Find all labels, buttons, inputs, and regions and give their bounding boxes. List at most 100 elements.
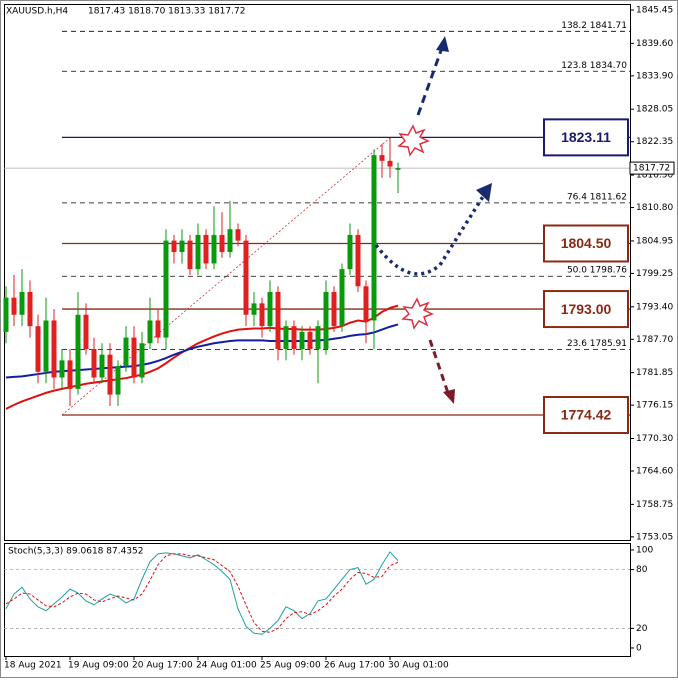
stoch-line xyxy=(5,551,399,635)
stoch-line xyxy=(5,553,399,633)
y-tick-label: 1822.35 xyxy=(636,137,673,147)
candle-body xyxy=(243,240,249,315)
fib-value: 1798.76 xyxy=(590,266,627,276)
candle-body xyxy=(307,331,313,349)
candle-body xyxy=(51,320,57,378)
level-box xyxy=(543,396,629,435)
level-label: 1793.00 xyxy=(561,301,612,317)
candle-body xyxy=(11,297,17,315)
chart-title: XAUUSD.h,H4 xyxy=(6,7,68,17)
header-values: 1817.43 1818.70 1813.33 1817.72 xyxy=(88,7,245,17)
candle-body xyxy=(219,234,225,253)
candle-body xyxy=(19,291,25,315)
y-tick-label: 1753.05 xyxy=(636,532,673,542)
x-tick-label: 18 Aug 2021 xyxy=(4,661,62,671)
y-tick-label: 1804.95 xyxy=(636,236,673,246)
y-tick-label: 1793.40 xyxy=(636,302,673,312)
y-tick-label: 1799.25 xyxy=(636,269,673,279)
y-tick-label: 1810.80 xyxy=(636,203,673,213)
stoch-panel xyxy=(4,543,631,657)
trend-line xyxy=(61,137,391,416)
candle-body xyxy=(235,229,241,241)
candle-body xyxy=(291,326,297,349)
y-tick-label: 1845.45 xyxy=(636,5,673,15)
candle-body xyxy=(67,360,73,389)
candle-body xyxy=(299,331,305,349)
candle-body xyxy=(3,297,9,332)
candle-body xyxy=(339,269,345,327)
arrow-curve xyxy=(374,194,486,276)
fib-value: 1841.71 xyxy=(590,21,627,31)
candle-body xyxy=(355,234,361,287)
x-tick-label: 24 Aug 01:00 xyxy=(196,661,257,671)
candle-body xyxy=(371,155,377,321)
stoch-title: Stoch(5,3,3) 89.0618 87.4352 xyxy=(8,547,143,557)
y-tick-label: 1781.85 xyxy=(636,368,673,378)
level-box xyxy=(543,290,629,329)
fib-ratio: 138.2 xyxy=(561,21,587,31)
x-tick-label: 26 Aug 17:00 xyxy=(324,661,385,671)
level-label: 1774.42 xyxy=(561,407,612,423)
candle-body xyxy=(275,291,281,349)
fib-ratio: 50.0 xyxy=(567,266,587,276)
y-tick-label: 1758.75 xyxy=(636,500,673,510)
candle-body xyxy=(259,303,265,327)
y-tick-label: 1764.60 xyxy=(636,467,673,477)
candle-body xyxy=(323,291,329,349)
x-tick-label: 30 Aug 01:00 xyxy=(388,661,449,671)
candle-body xyxy=(163,240,169,338)
arrowhead xyxy=(436,36,449,52)
x-tick-label: 25 Aug 09:00 xyxy=(260,661,321,671)
y-tick-label: 1833.90 xyxy=(636,71,673,81)
arrow-down xyxy=(428,339,450,394)
candle-body xyxy=(131,337,137,378)
y-tick-label: 1839.60 xyxy=(636,39,673,49)
y-tick-label: 1816.50 xyxy=(636,171,673,181)
candle-body xyxy=(347,234,353,270)
candle-body xyxy=(43,320,49,372)
level-label: 1823.11 xyxy=(561,129,611,145)
candle-body xyxy=(171,240,177,253)
y-tick-label: 1828.05 xyxy=(636,105,673,115)
candle-body xyxy=(147,320,153,344)
fib-value: 1785.91 xyxy=(590,339,627,349)
fib-ratio: 123.8 xyxy=(561,61,587,71)
burst xyxy=(401,297,434,330)
y-tick-label: 1776.15 xyxy=(636,401,673,411)
burst xyxy=(397,124,430,157)
stoch-tick-label: 100 xyxy=(636,545,653,555)
fib-value: 1834.70 xyxy=(590,61,627,71)
candle-body xyxy=(179,240,185,253)
candle-body xyxy=(331,291,337,327)
candle-body xyxy=(35,326,41,372)
candle-body xyxy=(59,360,65,378)
candle-body xyxy=(251,303,257,315)
fib-ratio: 76.4 xyxy=(567,192,587,202)
stoch-tick-label: 20 xyxy=(636,624,648,634)
candle-body xyxy=(187,240,193,270)
x-tick-label: 19 Aug 09:00 xyxy=(68,661,129,671)
candle-body xyxy=(195,234,201,270)
candle-body xyxy=(379,155,385,161)
x-tick-label: 20 Aug 17:00 xyxy=(132,661,193,671)
candle-body xyxy=(283,326,289,349)
level-box xyxy=(543,224,629,263)
y-tick-label: 1770.30 xyxy=(636,434,673,444)
candle-body xyxy=(83,314,89,349)
candle-body xyxy=(363,286,369,321)
level-label: 1804.50 xyxy=(561,235,612,251)
arrowhead xyxy=(443,389,455,404)
candle-body xyxy=(107,354,113,395)
arrowhead xyxy=(476,183,492,202)
price-tag xyxy=(629,161,675,175)
candle-body xyxy=(387,160,393,167)
candle-body xyxy=(211,234,217,264)
y-tick-label: 1787.70 xyxy=(636,335,673,345)
fib-value: 1811.62 xyxy=(590,192,627,202)
stoch-tick-label: 80 xyxy=(636,565,648,575)
candle-body xyxy=(75,314,81,389)
stoch-tick-label: 0 xyxy=(636,643,642,653)
candle-body xyxy=(203,234,209,264)
candle-body xyxy=(139,343,145,378)
